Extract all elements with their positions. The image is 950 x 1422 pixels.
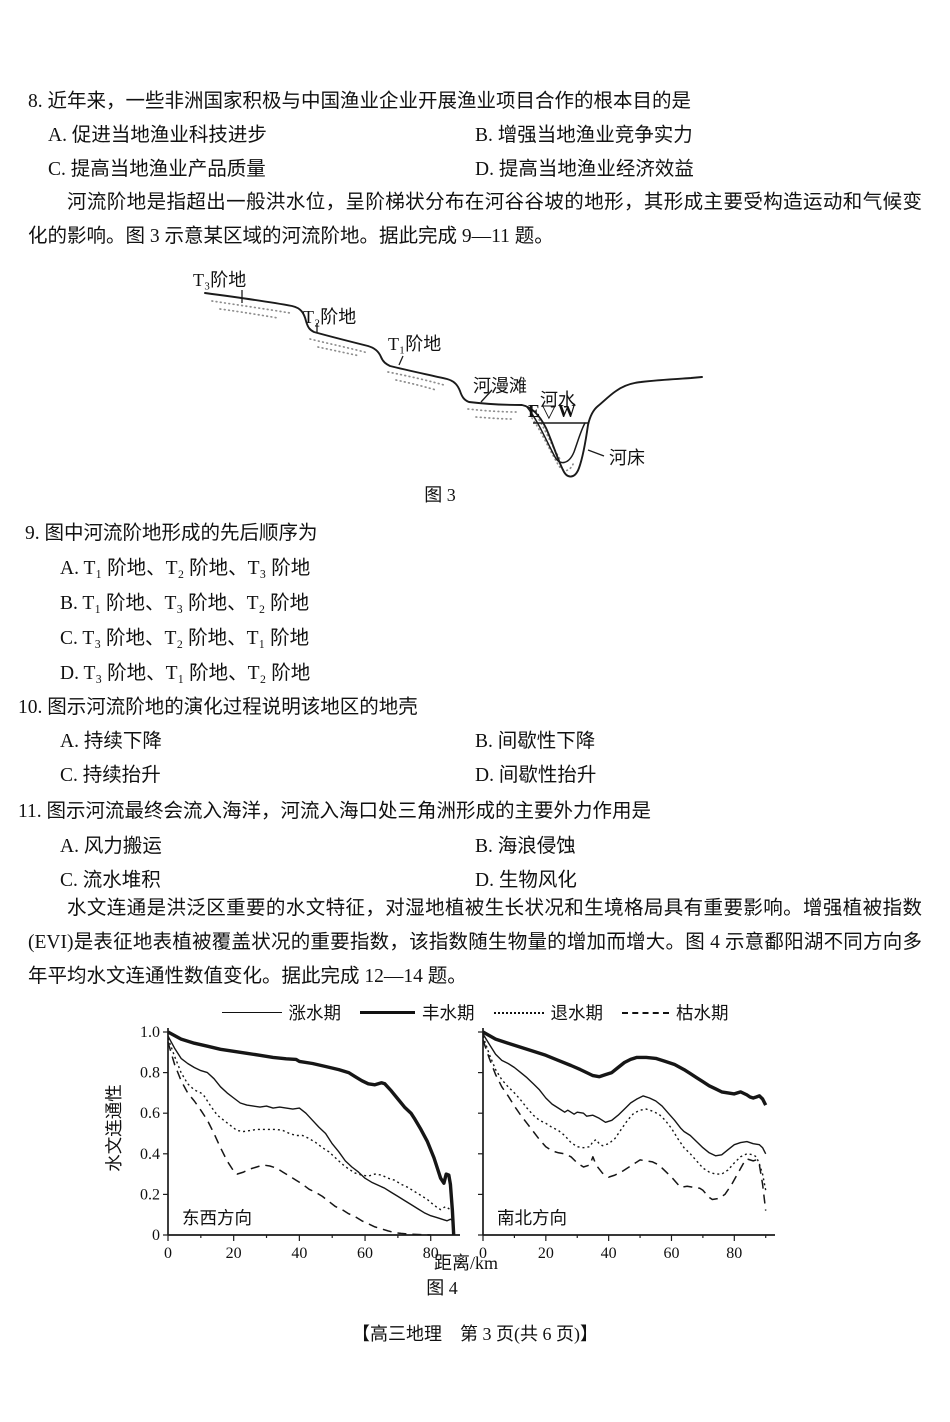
t1-leader-line bbox=[398, 355, 404, 366]
legend-item-high: 丰水期 bbox=[360, 1000, 475, 1025]
thick-solid-line-icon bbox=[360, 1011, 415, 1014]
question-11-stem: 11. 图示河流最终会流入海洋，河流入海口处三角洲形成的主要外力作用是 bbox=[18, 801, 652, 822]
figure4-caption: 图 4 bbox=[426, 1278, 458, 1298]
figure4-legend: 涨水期 丰水期 退水期 枯水期 bbox=[140, 1000, 810, 1025]
svg-text:40: 40 bbox=[291, 1245, 307, 1262]
series-thin bbox=[167, 1035, 455, 1222]
stipple-t1 bbox=[387, 371, 445, 386]
svg-text:0: 0 bbox=[164, 1245, 172, 1262]
stipple-t2b bbox=[317, 346, 361, 357]
question-8-stem: 8. 近年来，一些非洲国家积极与中国渔业企业开展渔业项目合作的根本目的是 bbox=[28, 91, 692, 112]
floodplain-leader-line bbox=[480, 389, 493, 403]
stipple-t2 bbox=[309, 338, 369, 354]
series-thick bbox=[167, 1030, 456, 1236]
series-dashed bbox=[167, 1041, 431, 1236]
x-axis-title: 距离/km bbox=[433, 1253, 498, 1273]
stipple-channel-b bbox=[536, 415, 562, 462]
question-10-option-a: A. 持续下降 bbox=[60, 731, 162, 752]
svg-text:0: 0 bbox=[152, 1227, 160, 1244]
legend-item-dry: 枯水期 bbox=[622, 1000, 729, 1025]
question-10-option-b: B. 间歇性下降 bbox=[475, 731, 596, 752]
intro-hydro-paragraph: 水文连通是洪泛区重要的水文特征，对湿地植被生长状况和生境格局具有重要影响。增强植… bbox=[28, 898, 922, 987]
question-8-option-d: D. 提高当地渔业经济效益 bbox=[475, 159, 694, 180]
svg-text:80: 80 bbox=[423, 1245, 439, 1262]
floodplain-label: 河漫滩 bbox=[473, 376, 527, 396]
svg-text:0.4: 0.4 bbox=[140, 1146, 160, 1163]
question-11-option-b: B. 海浪侵蚀 bbox=[475, 836, 576, 857]
question-8-option-b: B. 增强当地渔业竞争实力 bbox=[475, 125, 693, 146]
svg-text:40: 40 bbox=[601, 1245, 617, 1262]
series-dashed bbox=[482, 1039, 767, 1211]
riverbed-inner-path bbox=[526, 406, 586, 464]
east-west-chart: 1.0 0.8 0.6 0.4 0.2 00 20 40 60 80 东西方向 bbox=[140, 1024, 460, 1262]
question-10-option-c: C. 持续抬升 bbox=[60, 765, 161, 786]
stipple-channel bbox=[531, 417, 575, 472]
question-9-option-b: B. T₁ 阶地、T₃ 阶地、T₂ 阶地 bbox=[60, 593, 310, 614]
t3-terrace-label: T₃阶地 bbox=[193, 270, 247, 290]
chart-direction-label: 南北方向 bbox=[497, 1208, 567, 1228]
series-thin bbox=[482, 1033, 767, 1157]
question-9-stem: 9. 图中河流阶地形成的先后顺序为 bbox=[25, 523, 318, 544]
north-south-chart: 0 20 40 60 80 南北方向 bbox=[478, 1028, 775, 1262]
series-thick bbox=[482, 1030, 768, 1106]
svg-text:0: 0 bbox=[479, 1245, 487, 1262]
dotted-line-icon bbox=[493, 1011, 544, 1014]
question-8-option-c: C. 提高当地渔业产品质量 bbox=[48, 159, 266, 180]
riverbed-label: 河床 bbox=[609, 448, 645, 468]
svg-text:60: 60 bbox=[357, 1245, 373, 1262]
series-dotted bbox=[167, 1037, 455, 1216]
question-11-option-a: A. 风力搬运 bbox=[60, 836, 162, 857]
legend-item-receding: 退水期 bbox=[493, 1000, 604, 1025]
question-9-option-c: C. T₃ 阶地、T₂ 阶地、T₁ 阶地 bbox=[60, 628, 310, 649]
riverbed-leader-line bbox=[587, 449, 605, 457]
svg-text:1.0: 1.0 bbox=[140, 1024, 160, 1041]
water-level-symbol: E▽W bbox=[528, 401, 578, 421]
question-9-option-d: D. T₃ 阶地、T₁ 阶地、T₂ 阶地 bbox=[60, 663, 311, 684]
legend-label-rising: 涨水期 bbox=[288, 1003, 342, 1023]
terrain-profile-path bbox=[204, 292, 703, 478]
svg-text:0.2: 0.2 bbox=[140, 1186, 160, 1203]
stipple-t3b bbox=[219, 308, 279, 319]
legend-label-dry: 枯水期 bbox=[676, 1003, 729, 1023]
svg-text:20: 20 bbox=[226, 1245, 242, 1262]
question-10-stem: 10. 图示河流阶地的演化过程说明该地区的地壳 bbox=[18, 697, 418, 718]
chart-direction-label: 东西方向 bbox=[182, 1208, 252, 1228]
legend-item-rising: 涨水期 bbox=[221, 1000, 342, 1025]
river-water-label: 河水 bbox=[540, 390, 576, 410]
intro-terrace-paragraph: 河流阶地是指超出一般洪水位，呈阶梯状分布在河谷谷坡的地形，其形成主要受构造运动和… bbox=[28, 192, 922, 247]
legend-label-receding: 退水期 bbox=[550, 1003, 604, 1023]
svg-text:80: 80 bbox=[726, 1245, 742, 1262]
legend-label-high: 丰水期 bbox=[422, 1003, 475, 1023]
question-11-option-d: D. 生物风化 bbox=[475, 870, 577, 891]
svg-text:0.6: 0.6 bbox=[140, 1105, 160, 1122]
question-11-option-c: C. 流水堆积 bbox=[60, 870, 161, 891]
svg-text:0.8: 0.8 bbox=[140, 1065, 160, 1082]
series-dotted bbox=[482, 1035, 767, 1191]
stipple-floodplain bbox=[467, 408, 519, 413]
svg-text:60: 60 bbox=[663, 1245, 679, 1262]
dashed-line-icon bbox=[622, 1011, 669, 1014]
figure3-caption: 图 3 bbox=[424, 485, 456, 505]
page-footer: 【高三地理 第 3 页(共 6 页)】 bbox=[352, 1324, 598, 1344]
stipple-t3 bbox=[211, 300, 291, 314]
stipple-floodplain-b bbox=[475, 416, 513, 420]
terrace-diagram-svg bbox=[204, 290, 703, 478]
figure3-terrace-diagram: T₃阶地 T₂阶地 T₁阶地 河漫滩 河水 E▽W 河床 bbox=[160, 260, 705, 485]
thin-solid-line-icon bbox=[221, 1012, 282, 1013]
t1-terrace-label: T₁阶地 bbox=[388, 334, 442, 354]
svg-text:20: 20 bbox=[538, 1245, 554, 1262]
question-8-option-a: A. 促进当地渔业科技进步 bbox=[48, 125, 267, 146]
question-10-option-d: D. 间歇性抬升 bbox=[475, 765, 597, 786]
question-9-option-a: A. T₁ 阶地、T₂ 阶地、T₃ 阶地 bbox=[60, 558, 311, 579]
t2-terrace-label: T₂阶地 bbox=[303, 307, 357, 327]
